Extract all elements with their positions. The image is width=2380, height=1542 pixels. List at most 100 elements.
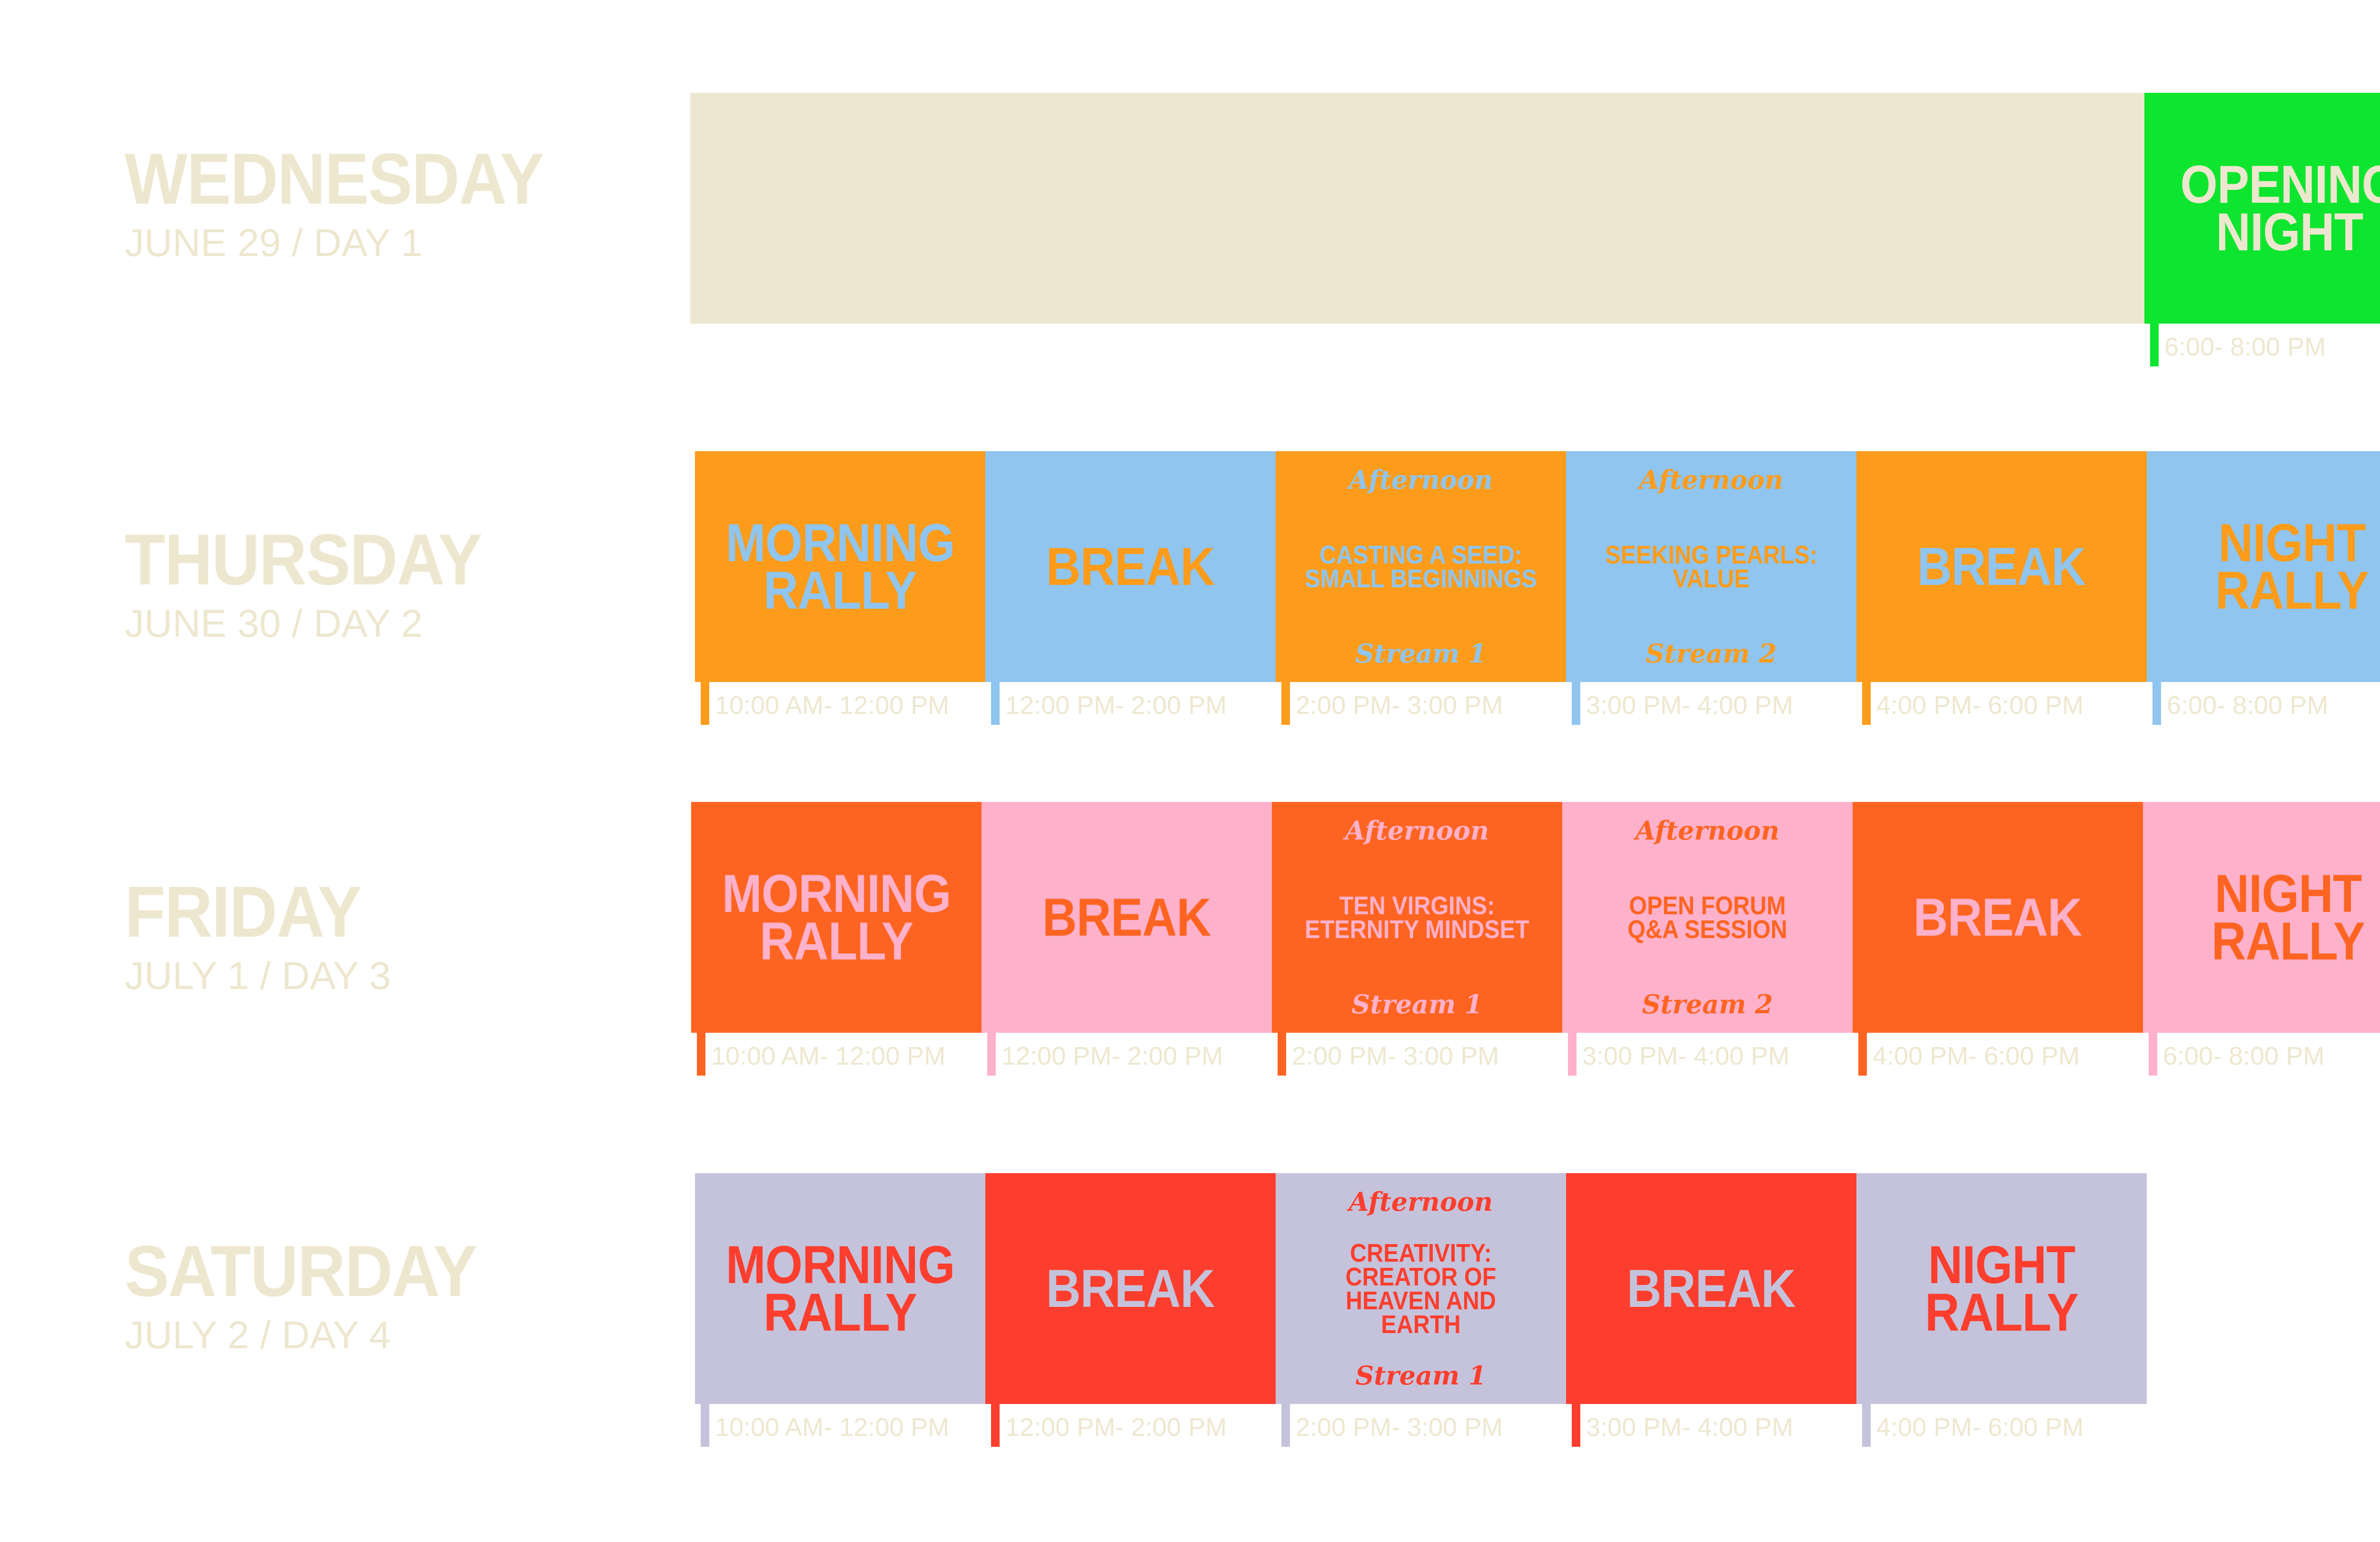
session-title: TEN VIRGINS: ETERNITY MINDSET bbox=[1305, 891, 1529, 944]
saturday-break-block[interactable]: BREAK bbox=[985, 1173, 1276, 1404]
session-stream: Stream 2 bbox=[1646, 638, 1777, 669]
session-kicker: Afternoon bbox=[1349, 1186, 1493, 1217]
session-stream: Stream 1 bbox=[1355, 1360, 1487, 1391]
time-range: 4:00 PM- 6:00 PM bbox=[1876, 1413, 2084, 1442]
time-range: 10:00 AM- 12:00 PM bbox=[715, 1413, 950, 1442]
time-range: 3:00 PM- 4:00 PM bbox=[1586, 1413, 1794, 1442]
time-marker bbox=[1572, 1404, 1580, 1447]
day-date: JULY 2 / DAY 4 bbox=[125, 1314, 391, 1357]
session-title: CASTING A SEED: SMALL BEGINNINGS bbox=[1305, 540, 1537, 593]
session-content: Afternoon OPEN FORUM Q&A SESSION Stream 2 bbox=[1562, 802, 1853, 1033]
session-content: Afternoon TEN VIRGINS: ETERNITY MINDSET St… bbox=[1272, 802, 1562, 1033]
day-label-saturday: SATURDAY JULY 2 / DAY 4 bbox=[125, 1235, 507, 1355]
time-range: 2:00 PM- 3:00 PM bbox=[1296, 691, 1503, 720]
session-title: CREATIVITY: CREATOR OF HEAVEN AND EARTH bbox=[1345, 1238, 1497, 1339]
day-name: FRIDAY bbox=[125, 871, 362, 952]
session-content: Afternoon CREATIVITY: CREATOR OF HEAVEN A… bbox=[1276, 1173, 1566, 1404]
block-title: BREAK bbox=[1627, 1258, 1796, 1318]
friday-break-block[interactable]: BREAK bbox=[1853, 802, 2143, 1033]
session-kicker: Afternoon bbox=[1345, 815, 1489, 846]
block-title: NIGHT RALLY bbox=[2215, 513, 2369, 620]
thursday-session-block[interactable]: Afternoon CASTING A SEED: SMALL BEGINNING… bbox=[1276, 451, 1566, 682]
day-name: SATURDAY bbox=[125, 1231, 477, 1312]
time-range: 4:00 PM- 6:00 PM bbox=[1873, 1042, 2080, 1070]
session-content: Afternoon CASTING A SEED: SMALL BEGINNING… bbox=[1276, 451, 1566, 682]
session-title: OPEN FORUM Q&A SESSION bbox=[1627, 891, 1787, 944]
block-title: NIGHT RALLY bbox=[2211, 863, 2365, 971]
saturday-session-block[interactable]: Afternoon CREATIVITY: CREATOR OF HEAVEN A… bbox=[1276, 1173, 1566, 1404]
session-kicker: Afternoon bbox=[1639, 465, 1784, 495]
day-name: THURSDAY bbox=[125, 519, 482, 600]
saturday-break-block[interactable]: BREAK bbox=[1566, 1173, 1856, 1404]
thursday-morning-rally-block[interactable]: MORNING RALLY bbox=[695, 451, 985, 682]
time-range: 12:00 PM- 2:00 PM bbox=[1002, 1042, 1223, 1070]
thursday-break-block[interactable]: BREAK bbox=[1856, 451, 2147, 682]
day-label-thursday: THURSDAY JUNE 30 / DAY 2 bbox=[125, 524, 513, 643]
time-marker bbox=[1281, 682, 1290, 725]
wednesday-empty-slot bbox=[690, 93, 2144, 324]
time-marker bbox=[987, 1033, 996, 1076]
session-stream: Stream 1 bbox=[1351, 989, 1483, 1019]
wednesday-opening-night-block[interactable]: OPENING NIGHT bbox=[2144, 93, 2380, 324]
day-label-wednesday: WEDNESDAY JUNE 29 / DAY 1 bbox=[125, 143, 580, 263]
time-range: 3:00 PM- 4:00 PM bbox=[1582, 1042, 1790, 1070]
block-title: MORNING RALLY bbox=[725, 1235, 955, 1342]
time-range: 6:00- 8:00 PM bbox=[2163, 1042, 2325, 1070]
day-date: JUNE 30 / DAY 2 bbox=[125, 602, 423, 645]
friday-session-block[interactable]: Afternoon OPEN FORUM Q&A SESSION Stream 2 bbox=[1562, 802, 1853, 1033]
thursday-night-rally-block[interactable]: NIGHT RALLY bbox=[2147, 451, 2380, 682]
block-title: BREAK bbox=[1046, 536, 1215, 596]
time-marker bbox=[1572, 682, 1580, 725]
time-range: 6:00- 8:00 PM bbox=[2167, 691, 2329, 720]
saturday-night-rally-block[interactable]: NIGHT RALLY bbox=[1856, 1173, 2147, 1404]
session-kicker: Afternoon bbox=[1349, 465, 1493, 495]
time-marker bbox=[701, 1404, 709, 1447]
time-marker bbox=[991, 682, 1000, 725]
time-marker bbox=[2152, 682, 2161, 725]
time-range: 4:00 PM- 6:00 PM bbox=[1876, 691, 2084, 720]
saturday-morning-rally-block[interactable]: MORNING RALLY bbox=[695, 1173, 985, 1404]
time-marker bbox=[701, 682, 709, 725]
session-kicker: Afternoon bbox=[1635, 815, 1780, 846]
friday-morning-rally-block[interactable]: MORNING RALLY bbox=[691, 802, 982, 1033]
block-title: NIGHT RALLY bbox=[1924, 1235, 2079, 1342]
thursday-break-block[interactable]: BREAK bbox=[985, 451, 1276, 682]
time-range: 10:00 AM- 12:00 PM bbox=[711, 1042, 946, 1070]
block-title: BREAK bbox=[1917, 536, 2086, 596]
day-name: WEDNESDAY bbox=[125, 138, 544, 219]
session-content: Afternoon SEEKING PEARLS: VALUE Stream 2 bbox=[1566, 451, 1856, 682]
time-marker bbox=[1568, 1033, 1577, 1076]
time-marker bbox=[2150, 324, 2159, 366]
time-marker bbox=[1278, 1033, 1286, 1076]
friday-night-rally-block[interactable]: NIGHT RALLY bbox=[2143, 802, 2380, 1033]
time-range: 12:00 PM- 2:00 PM bbox=[1005, 1413, 1227, 1442]
friday-break-block[interactable]: BREAK bbox=[982, 802, 1272, 1033]
time-marker bbox=[1858, 1033, 1867, 1076]
time-marker bbox=[2149, 1033, 2157, 1076]
time-range: 2:00 PM- 3:00 PM bbox=[1292, 1042, 1499, 1070]
time-range: 3:00 PM- 4:00 PM bbox=[1586, 691, 1794, 720]
session-stream: Stream 1 bbox=[1355, 638, 1487, 669]
day-date: JUNE 29 / DAY 1 bbox=[125, 221, 423, 265]
thursday-session-block[interactable]: Afternoon SEEKING PEARLS: VALUE Stream 2 bbox=[1566, 451, 1856, 682]
block-title: MORNING RALLY bbox=[722, 863, 952, 971]
time-range: 2:00 PM- 3:00 PM bbox=[1296, 1413, 1503, 1442]
time-marker bbox=[697, 1033, 705, 1076]
time-range: 10:00 AM- 12:00 PM bbox=[715, 691, 950, 720]
friday-session-block[interactable]: Afternoon TEN VIRGINS: ETERNITY MINDSET St… bbox=[1272, 802, 1562, 1033]
block-title: BREAK bbox=[1046, 1258, 1215, 1318]
block-title: BREAK bbox=[1914, 887, 2082, 947]
block-title: MORNING RALLY bbox=[725, 513, 955, 620]
time-marker bbox=[1862, 682, 1871, 725]
time-range: 12:00 PM- 2:00 PM bbox=[1005, 691, 1227, 720]
day-label-friday: FRIDAY JULY 1 / DAY 3 bbox=[125, 876, 391, 996]
time-range: 6:00- 8:00 PM bbox=[2164, 333, 2326, 361]
block-title: OPENING NIGHT bbox=[2180, 154, 2380, 262]
time-marker bbox=[1862, 1404, 1871, 1447]
session-title: SEEKING PEARLS: VALUE bbox=[1605, 540, 1817, 593]
time-marker bbox=[1281, 1404, 1290, 1447]
time-marker bbox=[991, 1404, 1000, 1447]
block-title: BREAK bbox=[1042, 887, 1211, 947]
session-stream: Stream 2 bbox=[1642, 989, 1773, 1019]
day-date: JULY 1 / DAY 3 bbox=[125, 954, 391, 998]
